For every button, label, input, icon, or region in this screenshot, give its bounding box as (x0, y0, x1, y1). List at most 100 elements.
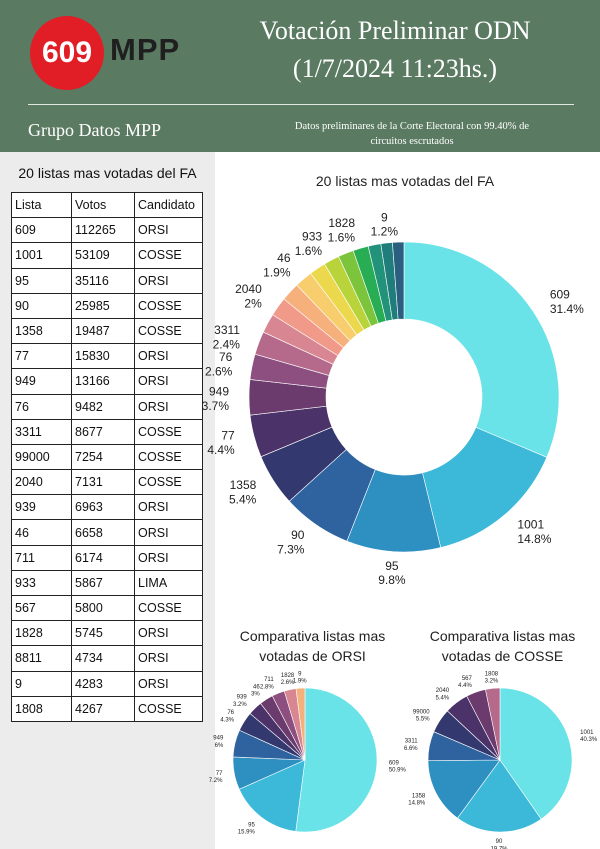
main-label-name: 933 (302, 230, 322, 244)
table-cell: 46 (11, 519, 72, 546)
orsi-label-name: 939 (237, 695, 248, 701)
table-row: 76 9482 ORSI (11, 393, 203, 420)
table-cell: 2040 (11, 469, 72, 496)
orsi-slice-76 (239, 713, 306, 761)
cosse-slice-567 (466, 689, 501, 761)
main-slice-95 (346, 469, 442, 553)
main-chart-title: 20 listas mas votadas del FA (315, 173, 495, 189)
table-cell: COSSE (134, 418, 203, 445)
table-row: 99000 7254 COSSE (11, 443, 203, 471)
orsi-label-pct: 15.9% (238, 830, 256, 836)
table-row: 2040 7131 COSSE (11, 469, 203, 496)
table-cell: 77 (11, 343, 72, 370)
main-slice-2040 (272, 298, 344, 357)
preliminary-note: Datos preliminares de la Corte Electoral… (262, 119, 562, 149)
table-cell: 567 (11, 594, 72, 622)
table-cell: 5867 (71, 569, 135, 597)
orsi-slice-949 (232, 729, 306, 761)
main-label-name: 1828 (328, 216, 355, 230)
cosse-label-name: 1001 (580, 730, 594, 736)
main-label-name: 2040 (235, 282, 262, 296)
table-row: 3311 8677 COSSE (11, 418, 203, 445)
table-cell: 5745 (71, 620, 135, 647)
cosse-slice-1358 (427, 759, 501, 819)
table-cell: 35116 (71, 267, 135, 294)
orsi-slice-1828 (283, 688, 306, 761)
orsi-label-name: 95 (248, 822, 255, 828)
main-slice-949 (248, 379, 327, 416)
orsi-slice-77 (232, 756, 306, 790)
cosse-label-pct: 40.3% (580, 737, 598, 743)
table-cell: 4283 (71, 670, 135, 697)
table-cell: 9482 (71, 393, 135, 420)
table-cell: 25985 (71, 292, 135, 319)
table-cell: 1001 (11, 242, 72, 269)
table-cell: 7131 (71, 469, 135, 496)
cosse-label-pct: 14.8% (408, 801, 426, 807)
table-cell: 949 (11, 368, 72, 395)
main-slice-1808 (392, 241, 405, 320)
table-row: 77 15830 ORSI (11, 343, 203, 370)
table-cell: 6963 (71, 494, 135, 521)
table-cell: COSSE (134, 594, 203, 622)
main-slice-1358 (260, 426, 347, 502)
cosse-slice-90 (457, 759, 542, 833)
table-cell: 8677 (71, 418, 135, 445)
table-cell: 6658 (71, 519, 135, 546)
table-cell: 95 (11, 267, 72, 294)
main-label-name: 46 (277, 251, 291, 265)
main-label-pct: 1.6% (328, 231, 356, 245)
main-label-pct: 2% (244, 297, 262, 311)
table-cell: COSSE (134, 443, 203, 471)
main-slice-9 (380, 242, 399, 321)
table-cell: 4734 (71, 645, 135, 672)
table-cell: 112265 (71, 217, 135, 244)
main-label-name: 9 (381, 210, 388, 224)
table-cell: ORSI (134, 267, 203, 294)
orsi-label-pct: 2.6% (281, 680, 295, 686)
main-slice-77 (249, 405, 333, 458)
table-cell: 1358 (11, 317, 72, 345)
table-row: 1808 4267 COSSE (11, 695, 203, 722)
cosse-label-pct: 6.6% (404, 746, 418, 752)
cosse-slice-2040 (446, 695, 501, 761)
main-label-name: 3311 (214, 323, 240, 337)
table-cell: 3311 (11, 418, 72, 445)
main-slice-90 (288, 449, 376, 542)
main-slice-609 (403, 241, 560, 458)
cosse-chart-title-line2: votadas de COSSE (441, 648, 564, 664)
table-row: 8811 4734 ORSI (11, 645, 203, 672)
table-row: 567 5800 COSSE (11, 594, 203, 622)
orsi-label-pct: 3.2% (233, 702, 247, 708)
preliminary-note-line2: circuitos escrutados (370, 136, 454, 147)
table-cell: 9 (11, 670, 72, 697)
table-row: 949 13166 ORSI (11, 368, 203, 395)
main-slice-3311 (254, 331, 334, 376)
cosse-label-name: 99000 (413, 709, 430, 715)
table-cell: 53109 (71, 242, 135, 269)
table-row: 1828 5745 ORSI (11, 620, 203, 647)
orsi-slice-939 (249, 702, 306, 761)
main-slice-46 (296, 272, 358, 342)
table-title: 20 listas mas votadas del FA (18, 165, 197, 181)
table-cell: LIMA (134, 569, 203, 597)
main-slice-567 (338, 250, 379, 327)
main-label-name: 1001 (517, 517, 544, 531)
cosse-chart-title: Comparativa listas mas votadas de COSSE (405, 626, 600, 666)
table-header-cell: Candidato (134, 191, 203, 219)
orsi-label-name: 76 (227, 710, 234, 716)
table-body: 609 112265 ORSI 1001 53109 COSSE 95 35116 ORSI 90… (11, 217, 203, 722)
table-row: 933 5867 LIMA (11, 569, 203, 597)
orsi-slice-95 (238, 759, 306, 832)
cosse-slice-3311 (427, 731, 501, 761)
orsi-label-pct: 3% (251, 692, 260, 698)
votes-table: Lista Votos Candidato 609 112265 ORSI 1001 531… (11, 191, 203, 722)
table-cell: ORSI (134, 343, 203, 370)
main-label-pct: 7.3% (277, 543, 305, 557)
cosse-slice-99000 (433, 710, 501, 761)
orsi-label-name: 711 (264, 677, 274, 683)
table-row: 609 112265 ORSI (11, 217, 203, 244)
table-row: 1001 53109 COSSE (11, 242, 203, 269)
logo-text: MPP (110, 32, 181, 67)
table-cell: 7254 (71, 443, 135, 471)
